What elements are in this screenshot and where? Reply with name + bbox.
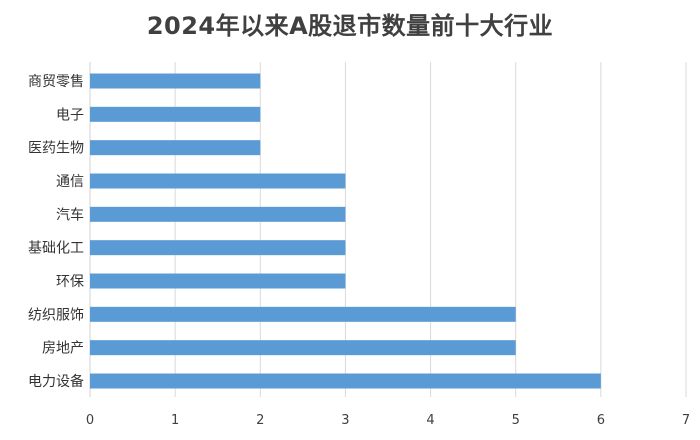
- category-label: 电子: [56, 107, 84, 123]
- category-label: 通信: [56, 174, 84, 190]
- category-label: 环保: [56, 274, 84, 290]
- category-label: 纺织服饰: [28, 307, 84, 323]
- x-tick-label: 7: [682, 413, 690, 428]
- chart-title: 2024年以来A股退市数量前十大行业: [146, 12, 554, 40]
- bars: [90, 73, 601, 389]
- category-label: 商贸零售: [28, 74, 84, 90]
- bar: [90, 106, 261, 122]
- bar: [90, 140, 261, 156]
- x-axis-tick-labels: 0 1 2 3 4 5 6 7: [86, 413, 690, 428]
- bar: [90, 306, 516, 322]
- x-tick-label: 5: [512, 413, 520, 428]
- bar: [90, 240, 346, 256]
- category-label: 基础化工: [28, 240, 84, 257]
- category-label: 汽车: [56, 206, 84, 223]
- x-tick-label: 4: [426, 413, 434, 428]
- category-label: 房地产: [42, 341, 84, 357]
- bar: [90, 273, 346, 289]
- category-label: 电力设备: [28, 373, 84, 390]
- x-tick-label: 1: [171, 413, 179, 428]
- bar: [90, 173, 346, 189]
- category-label: 医药生物: [28, 141, 84, 157]
- x-tick-label: 0: [86, 413, 94, 428]
- bar: [90, 206, 346, 222]
- bar: [90, 340, 516, 356]
- x-tick-label: 2: [256, 413, 264, 428]
- bar: [90, 373, 601, 389]
- x-tick-label: 6: [597, 413, 605, 428]
- x-tick-label: 3: [341, 413, 349, 428]
- bar: [90, 73, 261, 89]
